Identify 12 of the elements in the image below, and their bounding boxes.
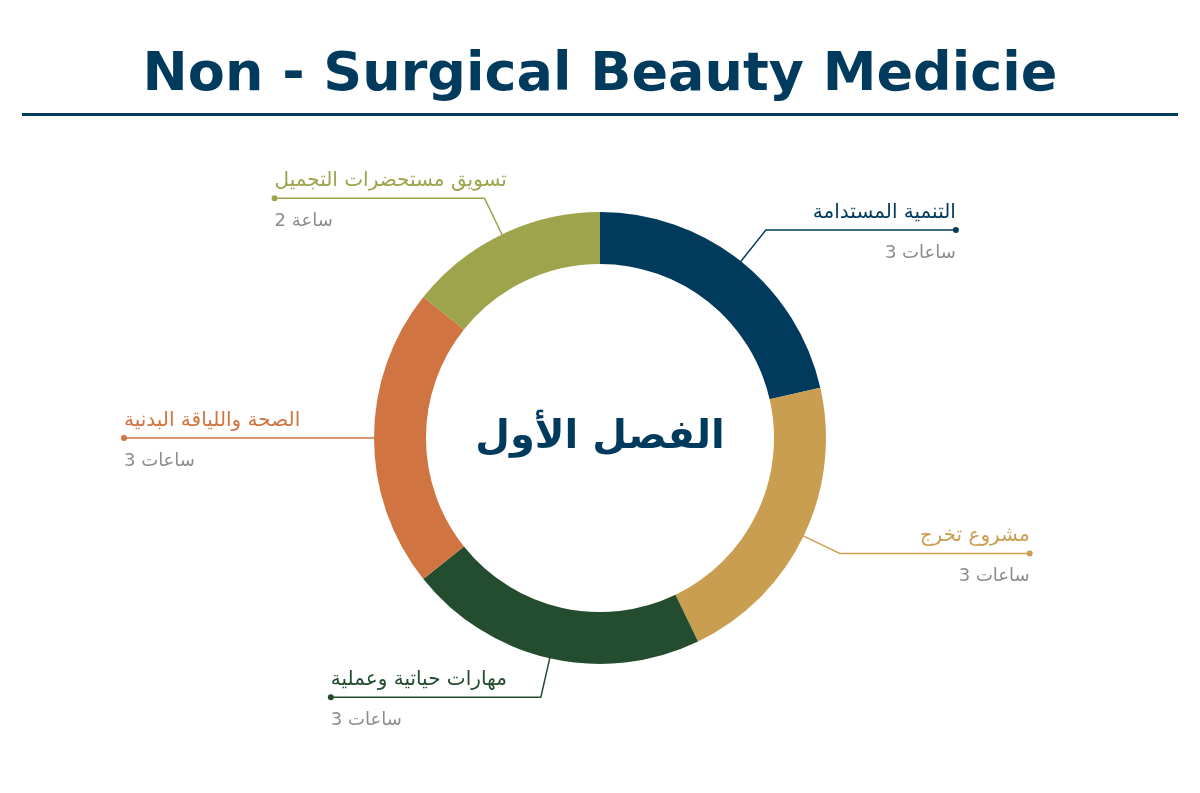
data-label: 3 ساعات bbox=[124, 449, 195, 470]
slice-label: مشروع تخرج bbox=[919, 522, 1030, 547]
slice-label: الصحة واللياقة البدنية bbox=[124, 407, 301, 431]
data-label: 3 ساعات bbox=[958, 564, 1030, 586]
data-label: 2 ساعة bbox=[274, 209, 333, 231]
chart-title: Non - Surgical Beauty Medicie bbox=[22, 40, 1178, 116]
slice-label: التنمية المستدامة bbox=[812, 199, 956, 224]
data-label: 3 ساعات bbox=[330, 708, 402, 730]
text: الفصل الأول bbox=[475, 409, 725, 459]
slice-label: تسويق مستحضرات التجميل bbox=[274, 167, 507, 192]
data-label: 3 ساعات bbox=[884, 241, 956, 263]
slice-label: مهارات حياتية وعملية bbox=[330, 666, 507, 691]
